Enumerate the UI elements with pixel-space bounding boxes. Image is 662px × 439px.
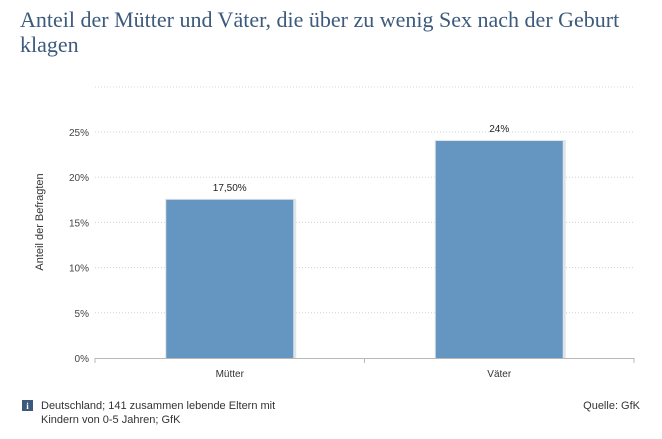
footnote-line-1: Deutschland; 141 zusammen lebende Eltern… [41,400,276,412]
data-label: 17,50% [213,183,247,194]
info-icon[interactable]: i [22,400,33,411]
source-label: Quelle: GfK [583,400,640,412]
footnote: i Deutschland; 141 zusammen lebende Elte… [22,399,281,427]
y-tick-label: 20% [69,173,89,184]
y-tick-label: 0% [75,354,90,365]
bars: 17,50% 24% [165,124,566,358]
y-axis-label: Anteil der Befragten [34,173,46,270]
bar[interactable] [166,199,294,358]
x-tick-label: Mütter [216,369,245,380]
data-label: 24% [489,124,509,135]
chart-title: Anteil der Mütter und Väter, die über zu… [20,7,620,57]
x-axis: Mütter Väter [94,358,635,380]
x-tick-label: Väter [487,369,512,380]
y-tick-label: 25% [69,128,89,139]
y-tick-labels: 0% 5% 10% 15% 20% 25% [69,128,89,365]
bar[interactable] [435,141,563,358]
footnote-line-2: Kindern von 0-5 Jahren; GfK [41,414,181,426]
y-tick-label: 10% [69,264,89,275]
y-tick-label: 5% [75,309,90,320]
y-tick-label: 15% [69,218,89,229]
